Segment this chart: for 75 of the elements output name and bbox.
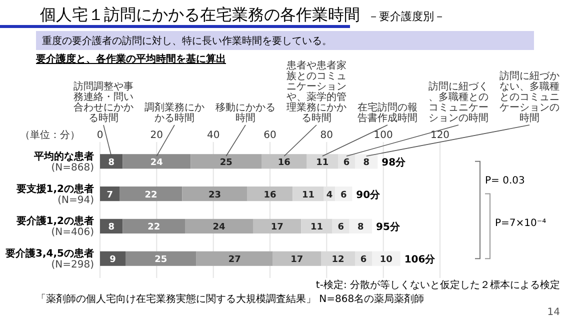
bar xyxy=(185,218,253,234)
bar xyxy=(196,251,273,266)
data-label: 10 xyxy=(380,255,392,266)
text: 患者や患者家族とのコミュニケーションや、薬学的管理業務にかかる時間 xyxy=(286,60,346,124)
y-tick-label: 平均的な患者 (N=868) xyxy=(33,150,94,174)
bar xyxy=(122,154,191,169)
text: 訪問調整や事務連絡・問い合わせにかかる時間 xyxy=(74,80,134,124)
bar xyxy=(100,186,120,202)
text: 移動にかかる時間 xyxy=(216,102,276,124)
data-label: 8 xyxy=(108,158,114,168)
total-label: 106分 xyxy=(404,254,436,266)
text: P= 0.03 xyxy=(485,175,525,186)
text: 訪問に紐づかない、多職種とのコミュニケーションの時間 xyxy=(500,70,560,124)
data-label: 8 xyxy=(108,222,114,233)
bar xyxy=(190,154,262,169)
y-tick-label: 要支援1,2の患者 (N=94) xyxy=(15,182,94,206)
data-label: 6 xyxy=(343,158,350,168)
x-tick-label: 20 xyxy=(150,130,164,141)
total-label: 98分 xyxy=(382,156,407,168)
data-label: 16 xyxy=(278,158,290,168)
data-label: 8 xyxy=(358,222,364,233)
data-label: 22 xyxy=(144,190,158,200)
x-tick-label: 0 xyxy=(96,130,104,141)
y-tick-label: 要介護3,4,5の患者 (N=298) xyxy=(4,248,94,271)
x-tick-label: 40 xyxy=(206,130,220,141)
data-label: 6 xyxy=(340,190,347,200)
text: 「薬剤師の個人宅向け在宅業務実態に関する大規模調査結果」 N=868名の薬局薬剤師 xyxy=(36,293,424,305)
data-label: 25 xyxy=(220,158,232,168)
data-label: 25 xyxy=(154,255,168,266)
y-tick-label: 要介護1,2の患者 (N=406) xyxy=(15,215,94,238)
bar xyxy=(262,154,307,169)
bar xyxy=(253,218,302,234)
x-axis-title: （単位：分） xyxy=(20,129,80,141)
data-label: 22 xyxy=(148,222,160,233)
bar xyxy=(247,186,293,202)
data-label: 24 xyxy=(150,158,163,168)
data-label: 9 xyxy=(110,255,116,266)
data-label: 6 xyxy=(338,222,344,233)
text: 訪問に紐づく、多職種とのコミュニケーションの時間 xyxy=(428,80,488,124)
bar xyxy=(122,218,185,234)
total-label: 95分 xyxy=(376,221,401,234)
x-tick-label: 100 xyxy=(374,130,393,141)
data-label: 17 xyxy=(270,222,284,233)
x-tick-label: 120 xyxy=(430,130,450,141)
text: P=7×10⁻⁴ xyxy=(495,218,546,230)
data-label: 11 xyxy=(302,190,315,200)
text: 在宅訪問の報告書作成時間 xyxy=(358,102,418,124)
data-label: 4 xyxy=(326,190,333,200)
bar xyxy=(120,186,182,202)
data-label: 16 xyxy=(264,190,276,200)
text: 14 xyxy=(547,307,560,318)
data-label: 7 xyxy=(106,190,114,200)
data-label: 11 xyxy=(310,222,324,233)
text: 要介護度と、各作業の平均時間を基に算出 xyxy=(35,53,226,65)
bar xyxy=(100,251,126,266)
bar xyxy=(272,251,321,266)
chart-title: 個人宅１訪問にかかる在宅業務の各作業時間 xyxy=(40,5,360,24)
x-tick-label: 60 xyxy=(264,130,276,141)
data-label: 8 xyxy=(363,158,370,168)
bar xyxy=(126,251,196,266)
data-label: 24 xyxy=(212,222,226,233)
bar xyxy=(292,186,324,202)
text: t-検定: 分散が等しくないと仮定した２標本による検定 xyxy=(316,279,560,291)
data-label: 17 xyxy=(290,255,304,266)
data-label: 6 xyxy=(360,255,367,266)
text: 重度の要介護者の訪問に対し、特に長い作業時間を要している。 xyxy=(42,35,332,47)
data-label: 27 xyxy=(228,255,241,266)
x-tick-label: 80 xyxy=(320,130,334,141)
data-label: 23 xyxy=(208,190,222,200)
chart-subtitle: －要介護度別－ xyxy=(368,10,445,23)
data-label: 12 xyxy=(332,255,344,266)
text: 調剤業務にかかる時間 xyxy=(144,102,204,124)
bar xyxy=(182,186,248,202)
data-label: 11 xyxy=(316,158,329,168)
total-label: 90分 xyxy=(356,188,382,201)
